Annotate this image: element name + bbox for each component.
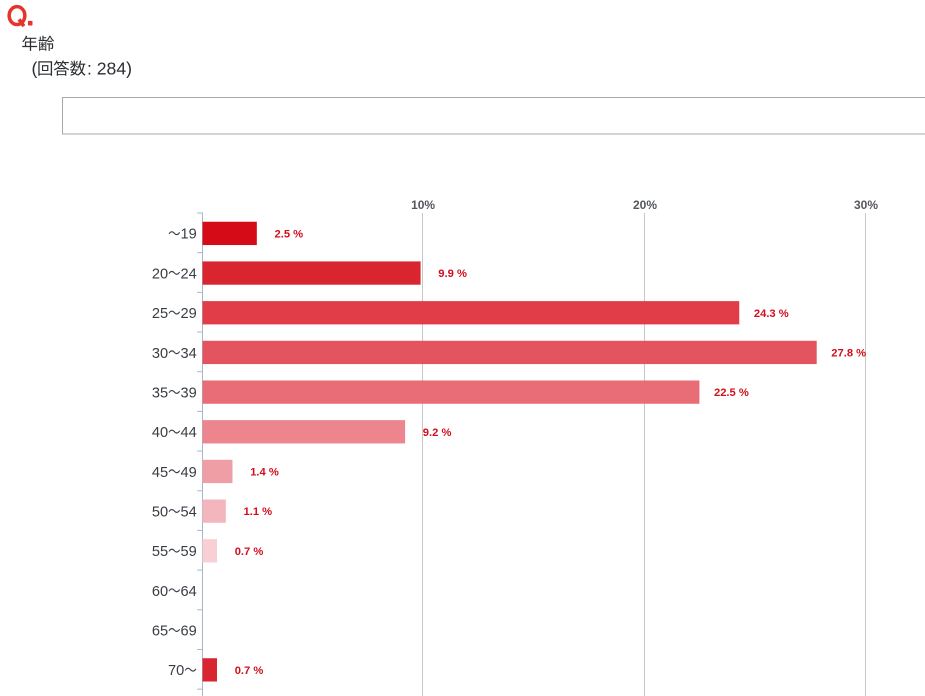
- svg-text:64: 64: [181, 584, 197, 600]
- svg-text:45: 45: [152, 465, 168, 481]
- svg-text:1.4 %: 1.4 %: [250, 467, 279, 479]
- svg-text:69: 69: [181, 624, 197, 640]
- svg-text:65: 65: [152, 624, 168, 640]
- svg-text:29: 29: [181, 306, 197, 322]
- svg-text:35: 35: [152, 385, 168, 401]
- svg-text:34: 34: [181, 346, 197, 362]
- svg-text:24.3 %: 24.3 %: [754, 308, 789, 320]
- svg-text:20: 20: [152, 266, 168, 282]
- svg-text:: 284): : 284): [87, 59, 132, 79]
- svg-text:50: 50: [152, 505, 168, 521]
- svg-text:0.7 %: 0.7 %: [235, 665, 264, 677]
- svg-text:9.9 %: 9.9 %: [438, 268, 467, 280]
- svg-text:10%: 10%: [411, 198, 435, 212]
- svg-text:54: 54: [181, 505, 197, 521]
- svg-text:59: 59: [181, 544, 197, 560]
- svg-text:25: 25: [152, 306, 168, 322]
- svg-text:55: 55: [152, 544, 168, 560]
- svg-text:27.8 %: 27.8 %: [831, 348, 866, 360]
- svg-text:49: 49: [181, 465, 197, 481]
- svg-text:70: 70: [168, 663, 184, 679]
- svg-text:44: 44: [181, 425, 197, 441]
- svg-text:0.7 %: 0.7 %: [235, 546, 264, 558]
- svg-text:19: 19: [181, 227, 197, 243]
- svg-text:30%: 30%: [854, 198, 878, 212]
- svg-text:30: 30: [152, 346, 168, 362]
- svg-text:22.5 %: 22.5 %: [714, 387, 749, 399]
- svg-text:60: 60: [152, 584, 168, 600]
- svg-text:1.1 %: 1.1 %: [243, 506, 272, 518]
- svg-text:40: 40: [152, 425, 168, 441]
- svg-text:24: 24: [181, 266, 197, 282]
- svg-text:9.2 %: 9.2 %: [423, 427, 452, 439]
- svg-text:20%: 20%: [633, 198, 657, 212]
- svg-text:(: (: [32, 59, 38, 79]
- svg-text:2.5 %: 2.5 %: [274, 229, 303, 241]
- svg-text:39: 39: [181, 385, 197, 401]
